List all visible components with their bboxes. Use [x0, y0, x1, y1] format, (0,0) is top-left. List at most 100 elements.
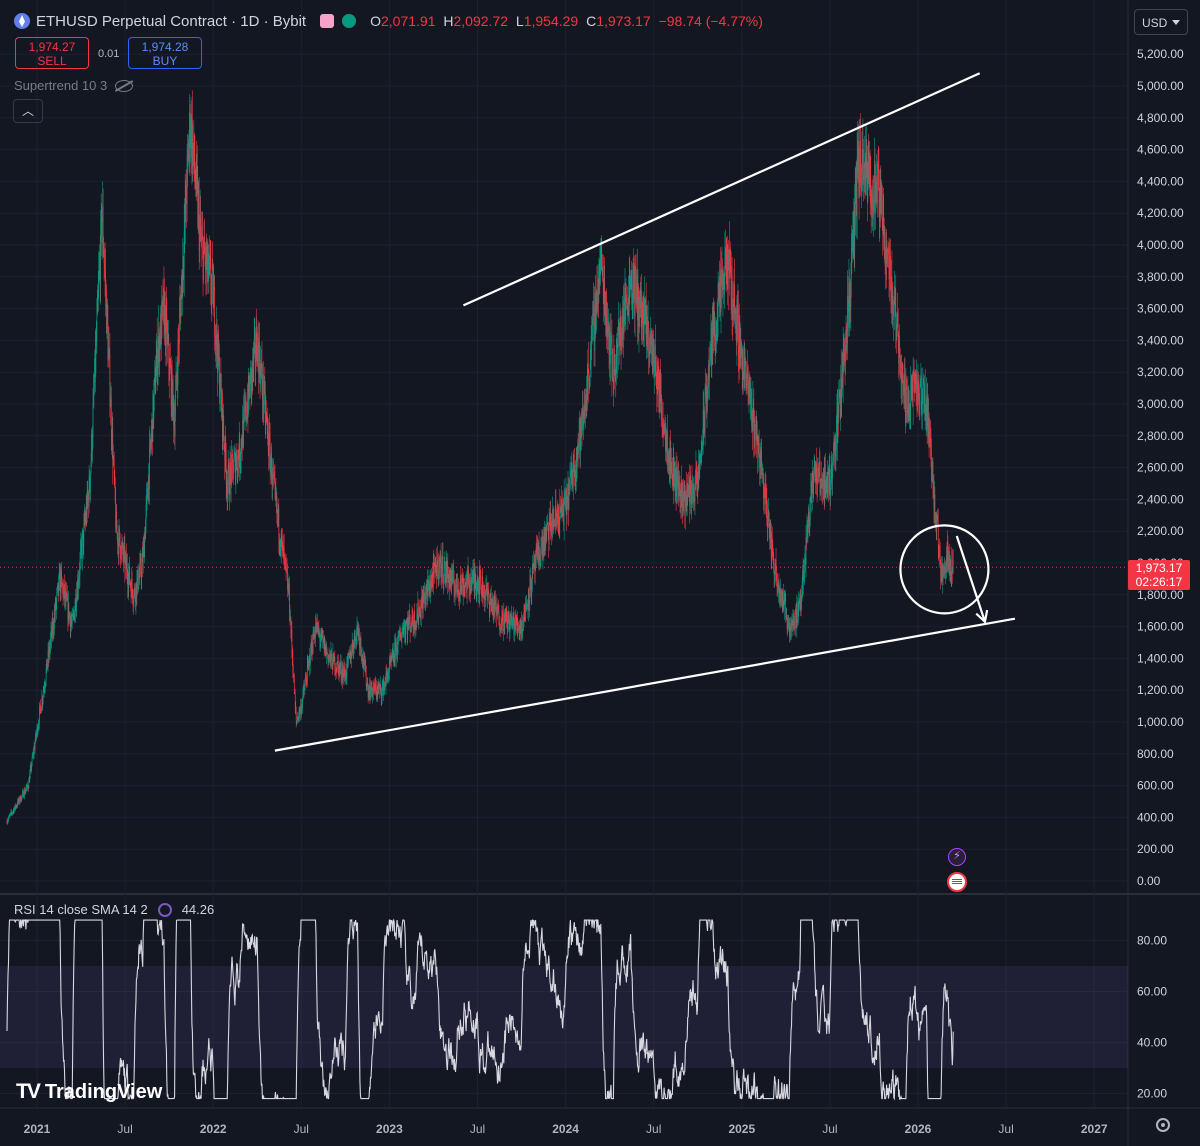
candle-body — [879, 178, 881, 197]
candle-body — [106, 291, 107, 334]
candle-body — [211, 264, 213, 282]
candle-body — [876, 180, 877, 190]
candle-body — [773, 554, 774, 570]
candle-body — [62, 584, 63, 587]
candle-body — [336, 661, 338, 671]
candle-body — [926, 395, 928, 413]
candle-body — [402, 628, 403, 632]
candle-body — [763, 486, 765, 499]
candle-body — [527, 604, 528, 606]
candle-body — [10, 813, 11, 815]
candle-body — [145, 519, 146, 539]
candle-body — [114, 477, 116, 479]
us-flag-event-icon[interactable] — [947, 872, 967, 892]
hidden-eye-icon[interactable] — [115, 79, 134, 92]
candle-body — [427, 579, 429, 592]
candle-body — [90, 472, 91, 492]
candle-body — [224, 437, 226, 461]
candle-body — [259, 368, 261, 385]
price-tick-label: 4,400.00 — [1137, 174, 1184, 188]
candle-body — [359, 645, 361, 648]
candle-body — [38, 724, 39, 729]
candle-body — [379, 686, 381, 688]
candle-body — [787, 624, 789, 626]
candle-body — [684, 494, 686, 514]
drawing-layer[interactable] — [274, 72, 1016, 752]
symbol-title[interactable]: ETHUSD Perpetual Contract · 1D · Bybit — [36, 12, 307, 30]
candle-body — [192, 120, 193, 167]
candle-body — [291, 648, 293, 658]
candle-body — [701, 444, 703, 454]
price-tick-label: 1,400.00 — [1137, 651, 1184, 665]
symbol-header[interactable]: ETHUSD Perpetual Contract · 1D · Bybit O… — [14, 8, 767, 34]
candle-body — [584, 405, 586, 419]
candle-body — [795, 611, 797, 627]
candle-body — [826, 476, 828, 493]
candle-body — [311, 642, 313, 653]
candle-body — [816, 484, 818, 486]
candle-body — [223, 431, 225, 445]
candle-body — [633, 269, 635, 276]
candle-body — [483, 585, 485, 591]
candle-body — [532, 563, 534, 568]
candle-body — [554, 526, 556, 527]
candle-body — [682, 494, 684, 508]
candle-body — [590, 357, 592, 364]
rsi-legend[interactable]: RSI 14 close SMA 14 2 44.26 — [14, 902, 214, 917]
candle-body — [862, 149, 864, 174]
tradingview-logo[interactable]: TV TradingView — [16, 1080, 162, 1104]
sell-button[interactable]: 1,974.27 SELL — [15, 37, 89, 69]
candle-body — [948, 558, 949, 561]
candle-body — [657, 361, 659, 377]
candle-body — [232, 464, 234, 480]
candle-body — [291, 629, 292, 634]
candle-body — [633, 269, 634, 294]
candle-body — [655, 372, 657, 374]
candle-body — [299, 709, 301, 715]
candle-body — [175, 390, 176, 414]
candle-body — [148, 475, 149, 501]
candle-body — [368, 691, 369, 698]
buy-button[interactable]: 1,974.28 BUY — [128, 37, 202, 69]
candle-body — [236, 468, 238, 473]
candle-body — [860, 140, 861, 183]
candle-body — [11, 812, 13, 814]
flag-icon[interactable] — [320, 14, 335, 28]
candle-body — [29, 769, 31, 775]
candle-body — [915, 372, 916, 384]
candle-body — [343, 667, 345, 677]
candle-body — [675, 468, 676, 489]
candle-body — [163, 288, 165, 291]
candle-body — [159, 335, 160, 363]
event-lightning-icon[interactable]: ⚡ — [948, 848, 966, 866]
candle-body — [781, 590, 783, 607]
gear-icon[interactable] — [1156, 1118, 1170, 1132]
candle-body — [110, 399, 112, 436]
candle-body — [729, 247, 731, 254]
indicator-legend[interactable]: Supertrend 10 3 — [14, 78, 134, 93]
candle-body — [522, 619, 523, 633]
candle-body — [342, 669, 344, 681]
candle-body — [490, 597, 492, 602]
candle-body — [859, 165, 860, 195]
candle-body — [807, 519, 808, 539]
candle-body — [886, 260, 888, 265]
currency-select[interactable]: USD — [1134, 9, 1188, 35]
candle-body — [868, 160, 870, 177]
candle-body — [320, 638, 322, 641]
collapse-legend-button[interactable]: ︿ — [13, 99, 43, 123]
candle-body — [54, 613, 55, 630]
candle-body — [339, 664, 341, 670]
candle-body — [578, 444, 579, 449]
candle-body — [40, 704, 41, 708]
candle-body — [722, 274, 724, 291]
candle-body — [927, 401, 928, 426]
candle-body — [808, 511, 809, 527]
candle-body — [703, 409, 704, 434]
candle-body — [835, 441, 836, 457]
price-tick-label: 3,000.00 — [1137, 397, 1184, 411]
candle-body — [790, 623, 792, 631]
candle-body — [18, 798, 20, 803]
candle-body — [574, 467, 576, 476]
